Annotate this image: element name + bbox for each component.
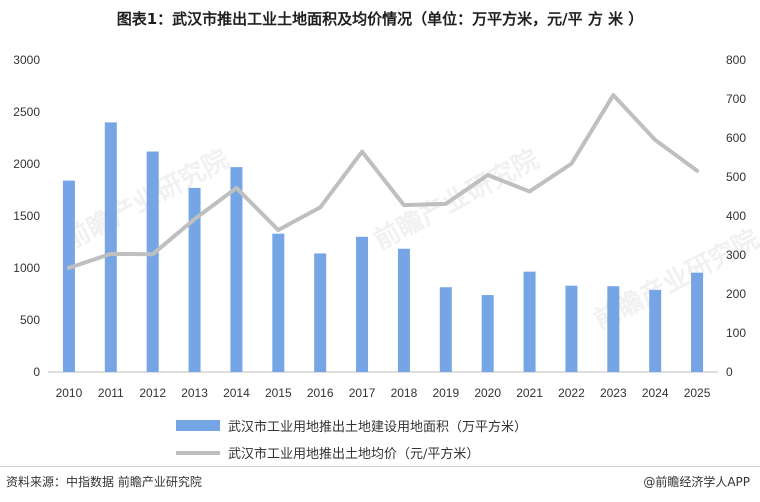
bar-2014 (230, 167, 243, 372)
bar-2021 (523, 271, 536, 372)
y-left-tick-label: 2000 (13, 157, 40, 171)
y-left-tick-label: 0 (33, 365, 40, 379)
x-tick-label: 2013 (181, 386, 208, 400)
y-right-tick-label: 300 (726, 248, 746, 262)
watermark-text: 前瞻产业研究院 (369, 143, 544, 256)
x-tick-label: 2019 (432, 386, 459, 400)
bar-2013 (188, 187, 201, 372)
x-tick-label: 2020 (474, 386, 501, 400)
chart-title: 图表1：武汉市推出工业土地面积及均价情况（单位：万平方米，元/平 方 米 ） (116, 10, 644, 28)
bar-2025 (691, 272, 704, 372)
footer-divider (0, 466, 760, 467)
bar-2011 (104, 122, 117, 373)
y-left-tick-label: 1000 (13, 261, 40, 275)
bar-series (62, 122, 704, 373)
y-left-tick-label: 500 (20, 313, 40, 327)
bar-2019 (439, 287, 452, 372)
bar-2016 (314, 253, 327, 372)
bar-2012 (146, 151, 159, 372)
bar-2010 (62, 180, 75, 372)
x-tick-label: 2018 (391, 386, 418, 400)
x-tick-label: 2012 (139, 386, 166, 400)
line-series (66, 93, 700, 270)
x-tick-label: 2015 (265, 386, 292, 400)
y-left-tick-label: 1500 (13, 209, 40, 223)
bar-2022 (565, 285, 578, 372)
x-tick-label: 2014 (223, 386, 250, 400)
x-tick-label: 2022 (558, 386, 585, 400)
watermark-text: 前瞻产业研究院 (59, 143, 234, 256)
x-tick-label: 2025 (684, 386, 711, 400)
x-tick-label: 2023 (600, 386, 627, 400)
x-tick-label: 2011 (98, 386, 124, 400)
y-right-tick-label: 400 (726, 209, 746, 223)
x-tick-label: 2021 (516, 386, 543, 400)
y-right-tick-label: 800 (726, 53, 746, 67)
bar-2015 (272, 233, 285, 372)
y-right-tick-label: 700 (726, 92, 746, 106)
y-left-tick-label: 3000 (13, 53, 40, 67)
y-left-tick-label: 2500 (13, 105, 40, 119)
bar-2020 (481, 295, 494, 372)
bar-2017 (356, 236, 369, 372)
y-right-tick-label: 500 (726, 170, 746, 184)
x-tick-label: 2017 (349, 386, 376, 400)
bar-2018 (397, 248, 410, 372)
x-tick-label: 2024 (642, 386, 669, 400)
x-tick-label: 2016 (307, 386, 334, 400)
y-right-tick-label: 600 (726, 131, 746, 145)
y-right-tick-label: 200 (726, 287, 746, 301)
bar-2023 (607, 286, 620, 372)
y-right-tick-label: 100 (726, 326, 746, 340)
x-tick-label: 2010 (56, 386, 83, 400)
source-note: 资料来源：中指数据 前瞻产业研究院 (6, 475, 202, 489)
bar-2024 (649, 289, 662, 372)
y-right-tick-label: 0 (726, 365, 733, 379)
axis-labels: 0 500 1000 1500 2000 2500 3000 0 100 200 300 400 500… (13, 53, 746, 400)
credit-note: @前瞻经济学人APP (643, 475, 750, 489)
price-line (66, 93, 700, 270)
